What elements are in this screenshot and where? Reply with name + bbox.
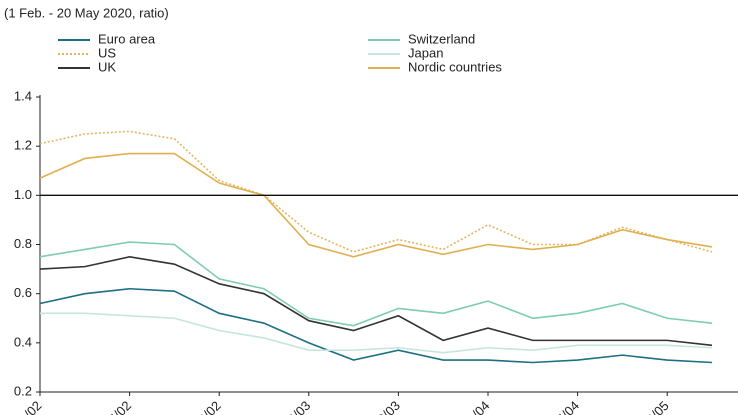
series-line (39, 152, 713, 258)
y-tick-label: 1.4 (14, 88, 32, 103)
series-line (39, 255, 713, 347)
series-line (39, 130, 713, 253)
x-tick-label: 01/02 (11, 398, 45, 415)
x-tick-label: 29/02 (190, 398, 224, 415)
x-tick-label: 15/02 (101, 398, 135, 415)
y-tick-label: 0.4 (14, 334, 32, 349)
legend-label: UK (98, 59, 116, 74)
x-tick-label: 28/03 (369, 398, 403, 415)
legend-label: Japan (408, 45, 443, 60)
y-tick-label: 1.2 (14, 138, 32, 153)
y-tick-label: 0.2 (14, 383, 32, 398)
chart-subtitle: (1 Feb. - 20 May 2020, ratio) (4, 5, 169, 20)
legend-label: Nordic countries (408, 59, 502, 74)
series-line (39, 241, 713, 327)
x-tick-label: 25/04 (549, 398, 583, 415)
legend-label: Euro area (98, 31, 156, 46)
y-tick-label: 1.0 (14, 187, 32, 202)
legend-label: Switzerland (408, 31, 475, 46)
y-tick-label: 0.8 (14, 236, 32, 251)
x-tick-label: 09/05 (638, 398, 672, 415)
series-line (40, 312, 713, 354)
y-tick-label: 0.6 (14, 285, 32, 300)
legend-label: US (98, 45, 116, 60)
series-line (39, 287, 713, 364)
x-tick-label: 14/03 (280, 398, 314, 415)
x-tick-label: 11/04 (460, 398, 493, 415)
